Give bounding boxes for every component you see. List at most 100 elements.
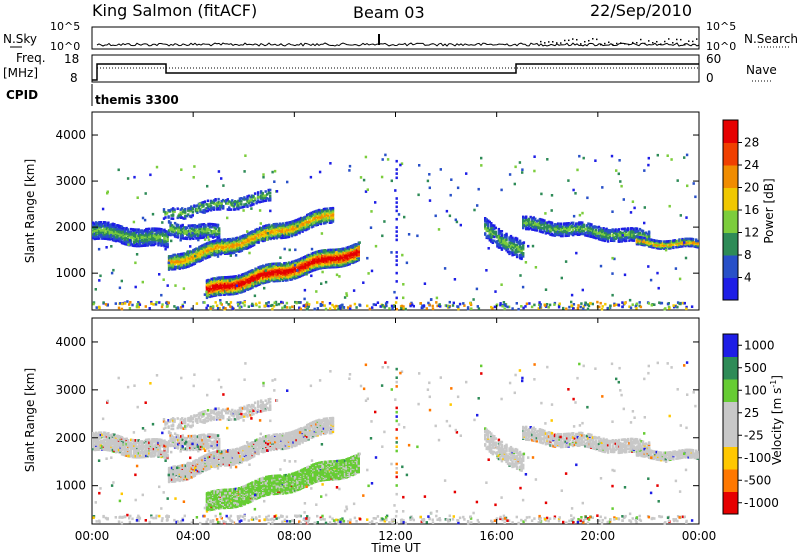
nsearch-dot (568, 39, 570, 42)
heatmap-cell (240, 243, 244, 246)
heatmap-cell (218, 290, 221, 294)
heatmap-cell (167, 255, 171, 258)
heatmap-cell (137, 232, 140, 236)
heatmap-cell (283, 232, 286, 235)
heatmap-cell (136, 238, 139, 242)
heatmap-cell (239, 287, 242, 290)
heatmap-cell (180, 226, 183, 230)
heatmap-cell (117, 230, 121, 234)
heatmap-cell (322, 219, 326, 222)
heatmap-cell (110, 233, 113, 236)
heatmap-cell (199, 250, 203, 253)
heatmap-cell (116, 234, 119, 237)
heatmap-cell (227, 250, 230, 253)
heatmap-cell (154, 235, 157, 239)
heatmap-cell (263, 234, 266, 237)
heatmap-cell (214, 249, 218, 253)
heatmap-cell (181, 223, 184, 227)
heatmap-cell (242, 273, 245, 276)
heatmap-cell (253, 192, 257, 195)
heatmap-cell (207, 248, 210, 252)
heatmap-cell (219, 248, 222, 252)
heatmap-cell (208, 244, 212, 247)
heatmap-cell (199, 230, 203, 234)
heatmap-cell (116, 224, 119, 227)
heatmap-cell (322, 207, 326, 211)
heatmap-cell (195, 247, 198, 250)
heatmap-cell (149, 240, 153, 244)
heatmap-cell (178, 257, 181, 260)
heatmap-cell (214, 223, 218, 227)
heatmap-cell (626, 227, 630, 230)
heatmap-cell (275, 275, 278, 279)
heatmap-cell (175, 259, 178, 263)
heatmap-cell (265, 224, 268, 227)
heatmap-cell (189, 229, 192, 232)
heatmap-cell (269, 191, 272, 195)
heatmap-cell (93, 232, 96, 236)
heatmap-cell (152, 234, 156, 238)
heatmap-cell (204, 223, 207, 227)
heatmap-cell (287, 263, 291, 266)
heatmap-cell (211, 289, 215, 293)
heatmap-cell (231, 242, 234, 246)
heatmap-cell (180, 228, 183, 232)
heatmap-cell (260, 231, 263, 234)
heatmap-cell (133, 238, 136, 241)
heatmap-cell (122, 237, 125, 240)
heatmap-cell (172, 262, 175, 266)
heatmap-cell (233, 288, 236, 292)
heatmap-cell (169, 258, 172, 261)
heatmap-cell (248, 239, 251, 243)
heatmap-cell (149, 235, 153, 239)
heatmap-cell (214, 292, 218, 295)
heatmap-cell (262, 239, 265, 243)
heatmap-cell (310, 211, 313, 215)
heatmap-cell (310, 219, 313, 223)
heatmap-cell (224, 243, 227, 246)
heatmap-cell (213, 277, 216, 280)
heatmap-cell (248, 231, 251, 235)
heatmap-cell (134, 235, 137, 239)
heatmap-cell (190, 233, 193, 236)
nsearch-dot (576, 38, 578, 41)
heatmap-cell (213, 249, 216, 253)
heatmap-cell (207, 241, 210, 245)
heatmap-cell (298, 227, 301, 231)
heatmap-cell (146, 242, 149, 245)
heatmap-cell (160, 239, 163, 242)
heatmap-cell (296, 222, 300, 225)
heatmap-cell (286, 234, 289, 238)
heatmap-cell (277, 230, 280, 234)
heatmap-cell (166, 230, 169, 234)
heatmap-cell (278, 234, 282, 238)
heatmap-cell (318, 210, 321, 214)
heatmap-cell (166, 242, 169, 246)
heatmap-cell (231, 286, 234, 290)
heatmap-cell (207, 231, 210, 235)
heatmap-cell (178, 253, 181, 256)
heatmap-cell (229, 208, 232, 211)
heatmap-cell (298, 230, 301, 234)
heatmap-cell (287, 228, 291, 231)
heatmap-cell (227, 247, 230, 250)
heatmap-cell (216, 250, 219, 253)
heatmap-cell (240, 287, 244, 291)
heatmap-cell (173, 267, 177, 271)
heatmap-cell (207, 222, 210, 226)
heatmap-cell (216, 235, 219, 239)
heatmap-cell (299, 216, 303, 220)
heatmap-cell (234, 242, 237, 245)
heatmap-cell (275, 234, 278, 238)
heatmap-cell (142, 239, 145, 242)
nsearch-dot (560, 42, 562, 44)
heatmap-cell (205, 247, 209, 250)
heatmap-cell (255, 274, 259, 277)
heatmap-cell (213, 279, 216, 282)
heatmap-cell (227, 290, 230, 293)
heatmap-cell (296, 218, 300, 221)
nsky-panel: N.Sky 10^5 10^0 10^5 10^0 N.Search (3, 20, 798, 53)
heatmap-cell (287, 268, 291, 272)
nsearch-dot (652, 42, 654, 44)
